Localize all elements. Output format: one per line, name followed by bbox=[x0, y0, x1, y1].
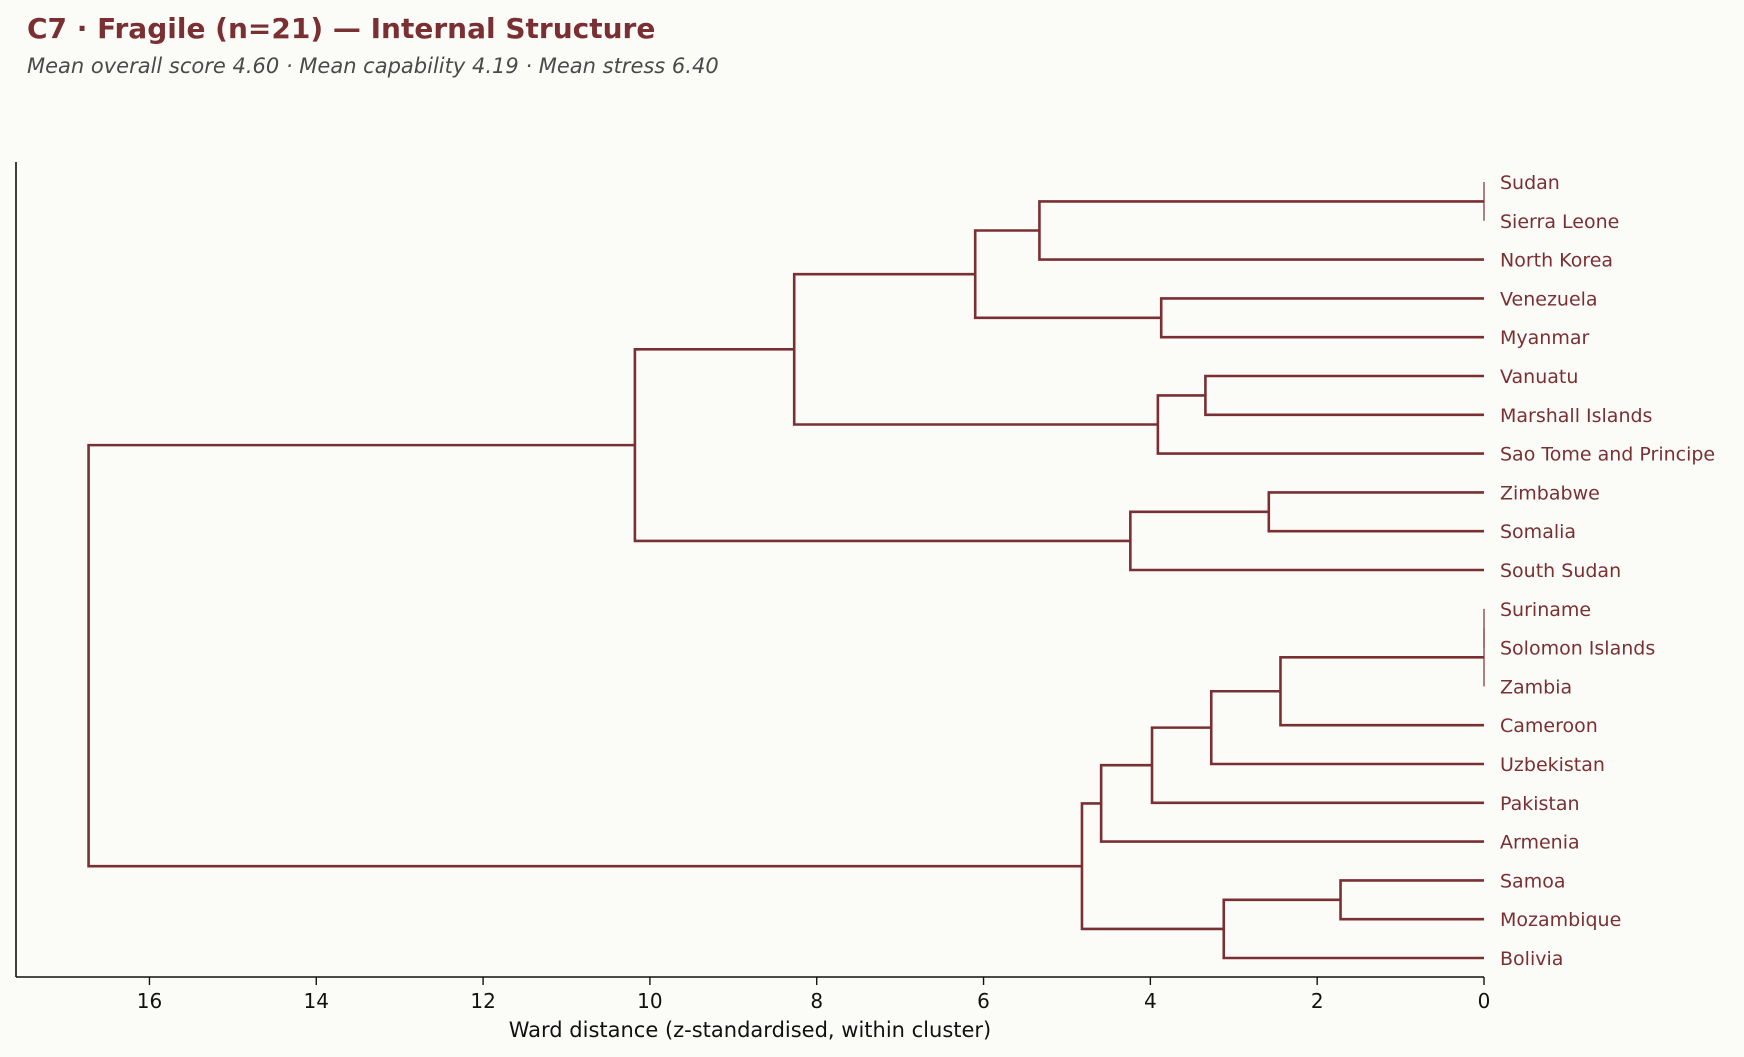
dendrogram-link-n4 bbox=[973, 229, 1162, 320]
chart-subtitle: Mean overall score 4.60 · Mean capabilit… bbox=[27, 54, 719, 78]
leaf-label: Vanuatu bbox=[1500, 366, 1578, 388]
leaf-label: North Korea bbox=[1500, 250, 1613, 272]
leaf-label: Zimbabwe bbox=[1500, 482, 1600, 504]
dendrogram-link-n13 bbox=[1279, 656, 1484, 727]
dendrogram-link-n17 bbox=[1339, 879, 1484, 921]
x-tick-label: 6 bbox=[977, 989, 990, 1013]
leaf-label: Venezuela bbox=[1500, 288, 1598, 310]
dendrogram-links bbox=[87, 182, 1485, 960]
leaf-label: Solomon Islands bbox=[1500, 638, 1655, 660]
x-tick-label: 12 bbox=[470, 989, 495, 1013]
x-tick-label: 0 bbox=[1478, 989, 1491, 1013]
leaf-label: Myanmar bbox=[1500, 327, 1589, 349]
leaf-label: Sierra Leone bbox=[1500, 211, 1619, 233]
x-tick-label: 4 bbox=[1144, 989, 1157, 1013]
x-tick-label: 10 bbox=[637, 989, 662, 1013]
x-tick-label: 16 bbox=[137, 989, 162, 1013]
leaf-label: Zambia bbox=[1500, 676, 1572, 698]
leaf-label: South Sudan bbox=[1500, 560, 1621, 582]
dendrogram-link-n9 bbox=[1129, 510, 1484, 572]
dendrogram-link-n18 bbox=[1222, 898, 1484, 960]
dendrogram-link-n2 bbox=[1038, 200, 1484, 261]
dendrogram-link-n19 bbox=[1080, 802, 1224, 931]
x-axis: 16 14 12 10 8 6 4 2 0 Ward distance (z-standardi… bbox=[15, 162, 1491, 1042]
leaf-label: Sudan bbox=[1500, 172, 1560, 194]
leaf-label: Marshall Islands bbox=[1500, 405, 1652, 427]
dendrogram-link-n7 bbox=[792, 272, 1158, 426]
dendrogram-link-n5 bbox=[1204, 374, 1484, 417]
leaf-label: Sao Tome and Principe bbox=[1500, 444, 1715, 466]
x-axis-ticks: 16 14 12 10 8 6 4 2 0 bbox=[137, 977, 1491, 1013]
x-tick-label: 14 bbox=[304, 989, 329, 1013]
dendrogram-link-n14 bbox=[1209, 689, 1484, 766]
leaf-label: Mozambique bbox=[1500, 909, 1621, 931]
dendrogram-link-n10 bbox=[633, 348, 1131, 543]
dendrogram-link-n6 bbox=[1156, 394, 1484, 455]
leaf-label: Uzbekistan bbox=[1500, 754, 1605, 776]
x-tick-label: 8 bbox=[810, 989, 823, 1013]
leaf-label: Samoa bbox=[1500, 870, 1565, 892]
dendrogram-link-n20 bbox=[87, 443, 1082, 868]
leaf-labels: Sudan Sierra Leone North Korea Venezuela Mya… bbox=[1500, 172, 1715, 970]
leaf-label: Bolivia bbox=[1500, 948, 1563, 970]
x-axis-label: Ward distance (z-standardised, within cl… bbox=[509, 1018, 992, 1042]
chart-title: C7 · Fragile (n=21) — Internal Structure bbox=[27, 12, 656, 45]
leaf-label: Suriname bbox=[1500, 599, 1591, 621]
dendrogram-link-n8 bbox=[1267, 491, 1484, 533]
leaf-label: Armenia bbox=[1500, 832, 1580, 854]
leaf-label: Cameroon bbox=[1500, 715, 1598, 737]
dendrogram-link-n3 bbox=[1159, 297, 1484, 339]
x-tick-label: 2 bbox=[1311, 989, 1324, 1013]
leaf-label: Pakistan bbox=[1500, 793, 1580, 815]
leaf-label: Somalia bbox=[1500, 521, 1576, 543]
